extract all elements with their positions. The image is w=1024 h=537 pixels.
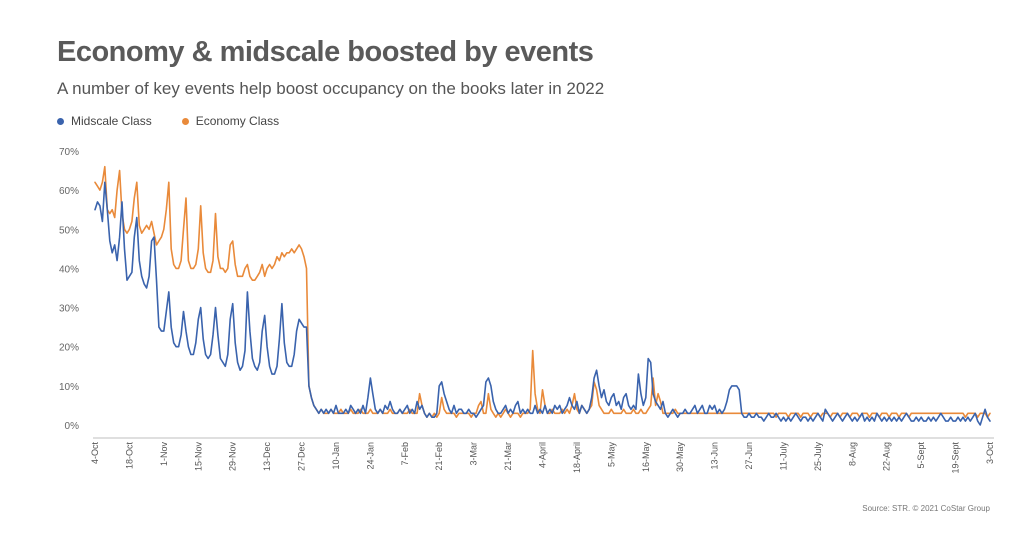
chart-title: Economy & midscale boosted by events: [57, 36, 594, 68]
x-tick-label: 24-Jan: [365, 442, 375, 470]
x-tick-label: 8-Aug: [847, 442, 857, 466]
x-tick-label: 3-Oct: [985, 442, 995, 465]
x-tick-label: 19-Sept: [951, 442, 961, 474]
chart-legend: Midscale Class Economy Class: [57, 114, 309, 128]
legend-label-midscale: Midscale Class: [71, 114, 152, 128]
x-tick-label: 30-May: [675, 442, 685, 473]
x-tick-label: 16-May: [641, 442, 651, 473]
x-tick-label: 3-Mar: [469, 442, 479, 466]
x-tick-label: 7-Feb: [400, 442, 410, 466]
chart-subtitle: A number of key events help boost occupa…: [57, 79, 605, 98]
x-tick-label: 4-Oct: [90, 442, 100, 465]
x-tick-label: 21-Mar: [503, 442, 513, 471]
legend-marker-midscale: [57, 117, 64, 125]
x-tick-label: 4-April: [538, 442, 548, 468]
legend-marker-economy: [181, 117, 189, 125]
legend-item-midscale[interactable]: Midscale Class: [57, 114, 152, 128]
x-tick-label: 22-Aug: [882, 442, 892, 471]
series-line-economy: [94, 165, 991, 418]
x-tick-label: 13-Dec: [262, 442, 272, 472]
y-tick-label: 10%: [59, 382, 79, 393]
x-tick-label: 5-May: [606, 442, 616, 468]
x-tick-label: 27-Dec: [297, 442, 307, 472]
y-tick-label: 50%: [59, 225, 79, 236]
x-tick-label: 13-Jun: [710, 442, 720, 470]
y-tick-label: 20%: [59, 343, 79, 354]
x-tick-label: 1-Nov: [159, 442, 169, 467]
x-tick-label: 5-Sept: [916, 442, 926, 469]
legend-label-economy: Economy Class: [195, 114, 280, 128]
y-tick-label: 30%: [59, 304, 79, 315]
x-tick-label: 10-Jan: [331, 442, 341, 470]
x-tick-label: 18-Oct: [124, 442, 134, 470]
y-tick-label: 40%: [59, 264, 79, 275]
source-note: Source: STR. © 2021 CoStar Group: [862, 504, 990, 513]
x-tick-label: 15-Nov: [193, 442, 203, 472]
y-tick-label: 60%: [59, 186, 79, 197]
y-tick-label: 0%: [65, 421, 80, 432]
x-tick-label: 21-Feb: [434, 442, 444, 471]
x-tick-label: 27-Jun: [744, 442, 754, 470]
legend-item-economy[interactable]: Economy Class: [181, 114, 280, 128]
x-tick-label: 11-July: [778, 442, 788, 471]
y-tick-label: 70%: [59, 147, 79, 158]
x-tick-label: 29-Nov: [228, 442, 238, 472]
x-tick-label: 25-July: [813, 442, 823, 472]
series-line-midscale: [94, 181, 991, 426]
x-tick-label: 18-April: [572, 442, 582, 473]
